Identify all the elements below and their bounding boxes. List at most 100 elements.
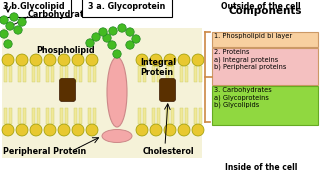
Circle shape	[178, 124, 190, 136]
Circle shape	[136, 54, 148, 66]
FancyBboxPatch shape	[65, 108, 68, 124]
FancyBboxPatch shape	[23, 66, 26, 82]
FancyBboxPatch shape	[32, 66, 35, 82]
Text: Cholesterol: Cholesterol	[143, 147, 195, 156]
Circle shape	[113, 50, 121, 58]
FancyBboxPatch shape	[152, 108, 155, 124]
Circle shape	[16, 54, 28, 66]
Circle shape	[108, 41, 116, 49]
FancyBboxPatch shape	[74, 108, 77, 124]
Circle shape	[14, 26, 22, 34]
Circle shape	[103, 34, 111, 42]
FancyBboxPatch shape	[74, 66, 77, 82]
Circle shape	[16, 124, 28, 136]
Ellipse shape	[102, 129, 132, 143]
Circle shape	[6, 22, 14, 30]
FancyBboxPatch shape	[46, 66, 49, 82]
Circle shape	[44, 124, 56, 136]
Circle shape	[30, 54, 42, 66]
FancyBboxPatch shape	[212, 48, 318, 85]
Circle shape	[86, 39, 94, 47]
Circle shape	[4, 40, 12, 48]
Circle shape	[72, 124, 84, 136]
FancyBboxPatch shape	[93, 108, 96, 124]
Circle shape	[92, 33, 100, 41]
FancyBboxPatch shape	[194, 66, 197, 82]
FancyBboxPatch shape	[37, 108, 40, 124]
FancyBboxPatch shape	[194, 108, 197, 124]
Circle shape	[192, 54, 204, 66]
Circle shape	[58, 124, 70, 136]
Text: Carbohydrates: Carbohydrates	[28, 10, 95, 19]
Circle shape	[136, 124, 148, 136]
FancyBboxPatch shape	[4, 66, 7, 82]
FancyBboxPatch shape	[65, 66, 68, 82]
FancyBboxPatch shape	[60, 78, 76, 102]
FancyBboxPatch shape	[60, 66, 63, 82]
Text: Phospholipid: Phospholipid	[36, 46, 95, 55]
Ellipse shape	[107, 57, 127, 127]
Circle shape	[2, 124, 14, 136]
Text: 3 b.Glycolipid: 3 b.Glycolipid	[3, 2, 65, 11]
FancyBboxPatch shape	[185, 66, 188, 82]
FancyBboxPatch shape	[212, 86, 318, 125]
Circle shape	[44, 54, 56, 66]
FancyBboxPatch shape	[159, 78, 175, 102]
Circle shape	[118, 24, 126, 32]
Circle shape	[192, 124, 204, 136]
FancyBboxPatch shape	[51, 66, 54, 82]
FancyBboxPatch shape	[180, 108, 183, 124]
FancyBboxPatch shape	[138, 108, 141, 124]
FancyBboxPatch shape	[32, 108, 35, 124]
Circle shape	[126, 41, 134, 49]
Circle shape	[86, 54, 98, 66]
Circle shape	[58, 54, 70, 66]
Text: Peripheral Protein: Peripheral Protein	[3, 147, 86, 156]
FancyBboxPatch shape	[212, 32, 318, 47]
FancyBboxPatch shape	[9, 108, 12, 124]
FancyBboxPatch shape	[143, 108, 146, 124]
Circle shape	[10, 13, 18, 21]
Circle shape	[178, 54, 190, 66]
FancyBboxPatch shape	[37, 66, 40, 82]
FancyBboxPatch shape	[18, 66, 21, 82]
FancyBboxPatch shape	[79, 108, 82, 124]
FancyBboxPatch shape	[166, 66, 169, 82]
FancyBboxPatch shape	[88, 108, 91, 124]
FancyBboxPatch shape	[9, 66, 12, 82]
Text: 3. Carbohydrates
a) Glycoproteins
b) Glycolipids: 3. Carbohydrates a) Glycoproteins b) Gly…	[214, 87, 272, 108]
Circle shape	[150, 124, 162, 136]
FancyBboxPatch shape	[185, 108, 188, 124]
FancyBboxPatch shape	[60, 108, 63, 124]
Text: Integral
Protein: Integral Protein	[140, 58, 176, 77]
Text: 3 a. Glycoprotein: 3 a. Glycoprotein	[88, 2, 165, 11]
Circle shape	[86, 124, 98, 136]
Circle shape	[109, 27, 117, 35]
FancyBboxPatch shape	[51, 108, 54, 124]
FancyBboxPatch shape	[93, 66, 96, 82]
FancyBboxPatch shape	[88, 66, 91, 82]
FancyBboxPatch shape	[199, 108, 202, 124]
Text: Outside of the cell: Outside of the cell	[221, 2, 301, 11]
FancyBboxPatch shape	[199, 66, 202, 82]
FancyBboxPatch shape	[143, 66, 146, 82]
Circle shape	[150, 54, 162, 66]
Circle shape	[132, 35, 140, 43]
FancyBboxPatch shape	[152, 66, 155, 82]
Circle shape	[164, 54, 176, 66]
FancyBboxPatch shape	[166, 108, 169, 124]
FancyBboxPatch shape	[23, 108, 26, 124]
Circle shape	[0, 16, 8, 24]
FancyBboxPatch shape	[4, 108, 7, 124]
Text: Components: Components	[228, 6, 302, 16]
Circle shape	[126, 28, 134, 36]
Text: 2. Proteins
a) Integral proteins
b) Peripheral proteins: 2. Proteins a) Integral proteins b) Peri…	[214, 49, 286, 70]
Circle shape	[99, 28, 107, 36]
FancyBboxPatch shape	[18, 108, 21, 124]
FancyBboxPatch shape	[171, 66, 174, 82]
FancyBboxPatch shape	[180, 66, 183, 82]
FancyBboxPatch shape	[138, 66, 141, 82]
Circle shape	[164, 124, 176, 136]
Text: Inside of the cell: Inside of the cell	[225, 163, 297, 172]
FancyBboxPatch shape	[79, 66, 82, 82]
